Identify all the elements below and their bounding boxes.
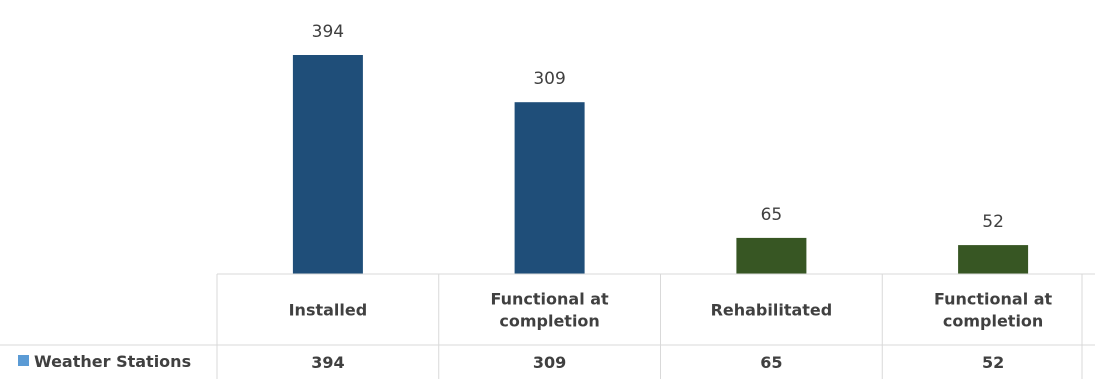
value-label-3: 65 (761, 205, 783, 225)
table-value-4: 52 (982, 353, 1004, 372)
value-label-4: 52 (982, 212, 1004, 232)
bar-4 (958, 245, 1029, 274)
bar-3 (736, 237, 807, 274)
bar-1 (292, 55, 363, 274)
table-value-1: 394 (311, 353, 344, 372)
bar-2 (514, 102, 585, 274)
category-label-1-line-1: Installed (289, 301, 368, 320)
bars-group (292, 55, 1029, 274)
legend-key (18, 355, 29, 366)
category-label-2-line-1: Functional at (490, 290, 609, 309)
value-label-2: 309 (533, 69, 565, 89)
legend-series-name: Weather Stations (34, 352, 191, 371)
table-value-2: 309 (533, 353, 566, 372)
category-label-4-line-1: Functional at (934, 290, 1053, 309)
category-label-3-line-1: Rehabilitated (711, 301, 833, 320)
category-label-4-line-2: completion (943, 312, 1043, 331)
value-labels-group: 394 309 65 52 (312, 22, 1004, 232)
category-label-2-line-2: completion (499, 312, 599, 331)
value-label-1: 394 (312, 22, 344, 42)
table-value-3: 65 (760, 353, 782, 372)
data-table: Installed 394 Functional at completion 309 Re… (0, 273, 1095, 379)
